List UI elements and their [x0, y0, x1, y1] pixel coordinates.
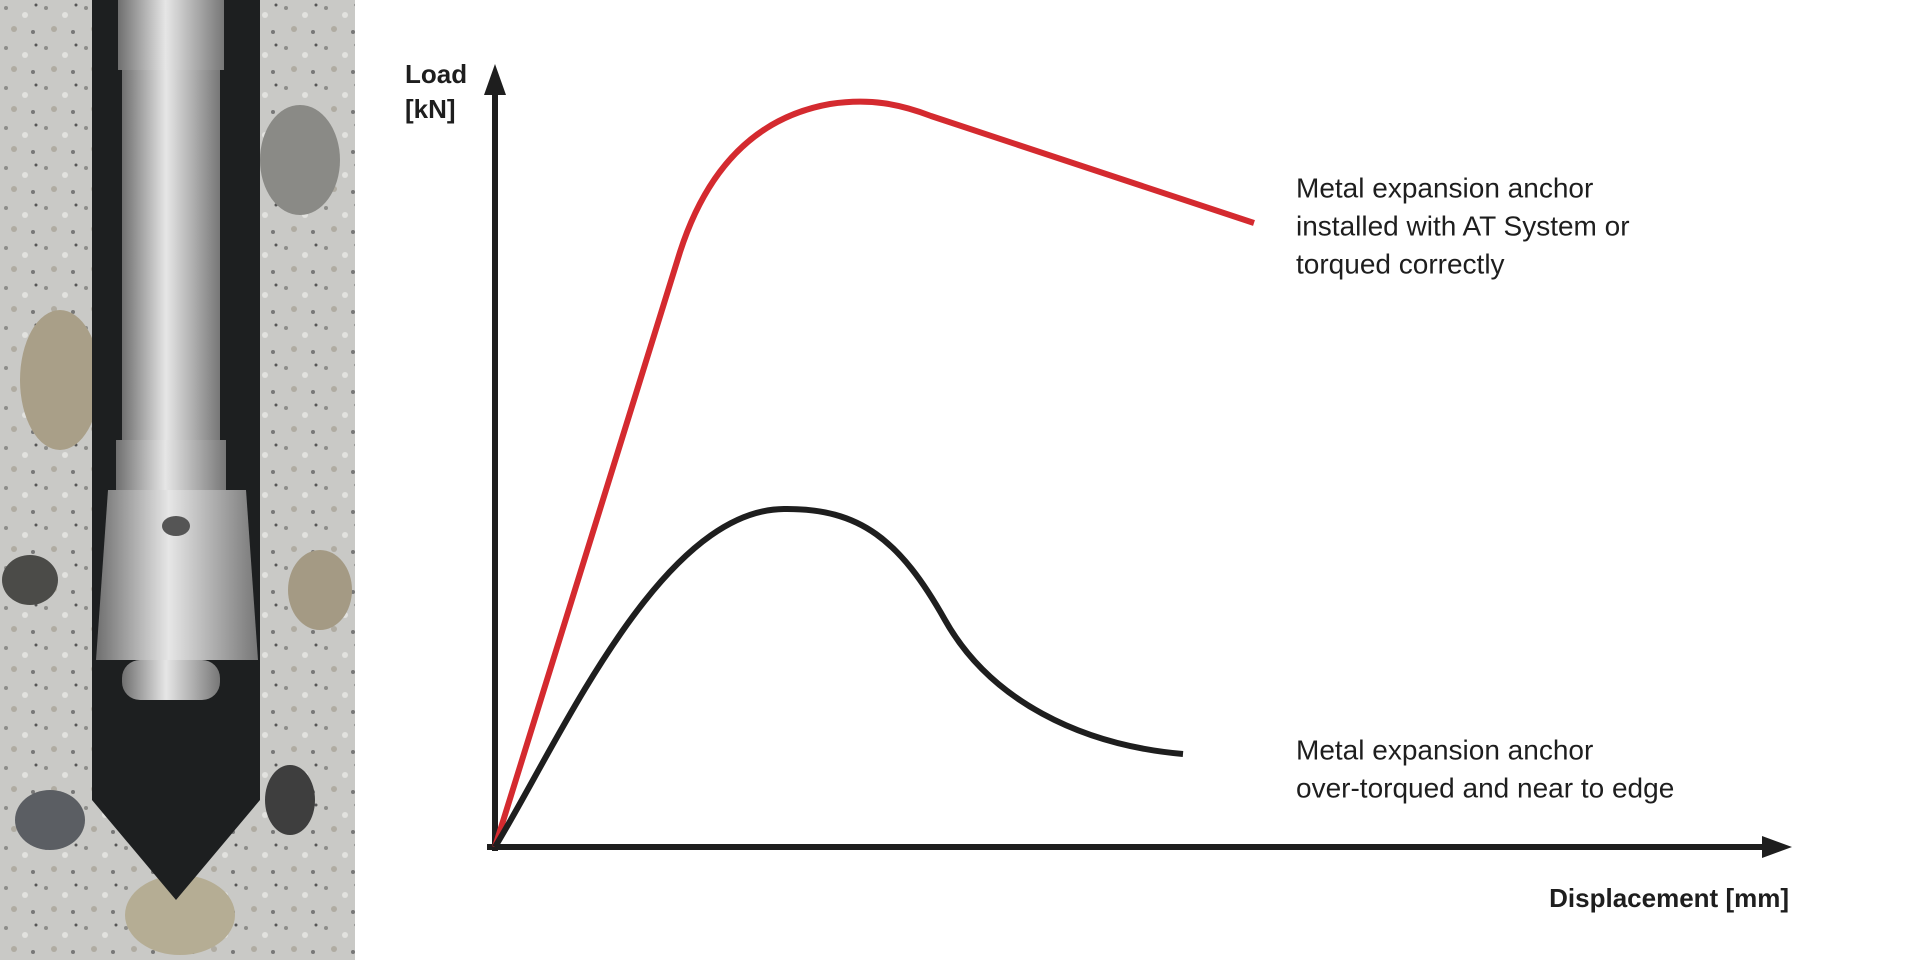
- x-arrow: [1762, 836, 1792, 858]
- y-arrow: [484, 64, 506, 95]
- labels: Load [kN] Displacement [mm] Metal expansion…: [405, 59, 1789, 913]
- curve-label: Metal expansion anchor: [1296, 734, 1593, 765]
- x-axis-label: Displacement [mm]: [1549, 883, 1789, 913]
- y-axis-label: [kN]: [405, 94, 456, 124]
- curve-label: over-torqued and near to edge: [1296, 772, 1674, 803]
- curve-label: torqued correctly: [1296, 248, 1505, 279]
- curve-over-torqued: [492, 505, 1184, 849]
- anchor-photo: [0, 0, 355, 960]
- y-axis-label: Load: [405, 59, 467, 89]
- curve-label: installed with AT System or: [1296, 210, 1630, 241]
- curve-label: Metal expansion anchor: [1296, 172, 1593, 203]
- axes: [484, 64, 1792, 858]
- curve-correct: [492, 98, 1255, 848]
